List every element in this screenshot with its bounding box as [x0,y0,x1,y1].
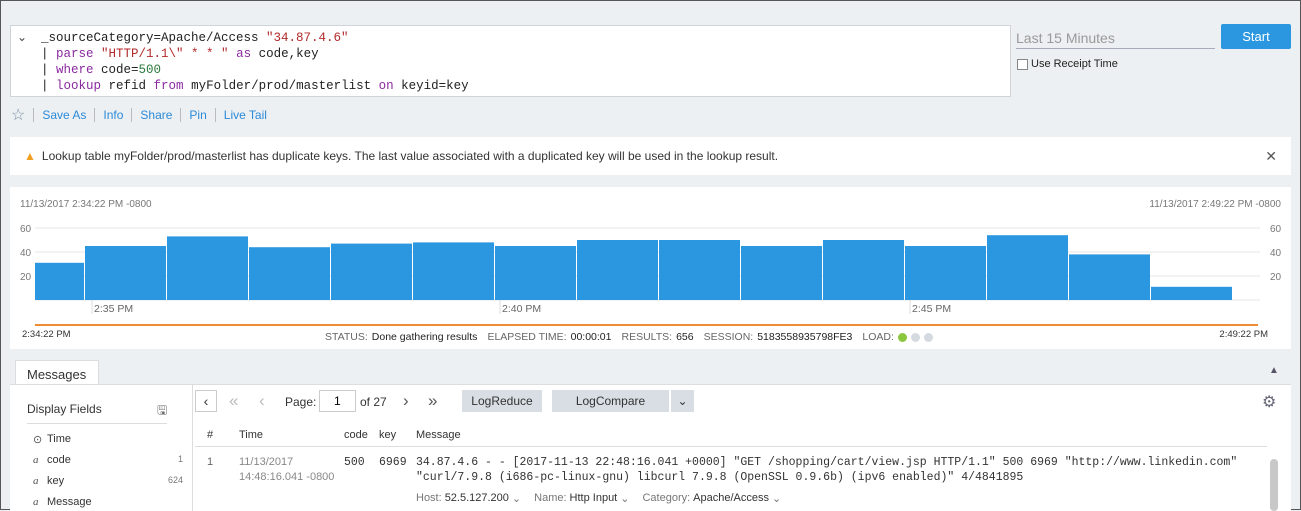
chart-end-label: 11/13/2017 2:49:22 PM -0800 [1149,199,1281,210]
warning-icon: ▲ [24,149,36,163]
query-token: | [41,47,57,61]
start-button[interactable]: Start [1221,24,1291,49]
action-bar: ☆ Save As Info Share Pin Live Tail [11,105,267,125]
histogram-bar [85,246,166,300]
table-header: # Time code key Message [195,429,1267,447]
page-label: Page: [285,395,317,409]
first-page-icon[interactable]: « [229,391,239,410]
query-token: parse [56,47,102,61]
query-token: _sourceCategory=Apache/Access [41,31,267,45]
histogram-bar [1151,286,1232,300]
load-dot [910,332,920,342]
load-dot [897,332,907,342]
chevron-down-icon: ⌄ [511,493,522,505]
chevron-down-icon: ⌄ [620,493,630,505]
logcompare-dropdown-icon[interactable]: ⌄ [671,390,694,412]
y-tick-label: 40 [20,248,32,259]
query-token: "34.87.4.6" [266,31,349,45]
display-fields-title: Display Fields [27,402,102,416]
collapse-up-icon[interactable]: ▲ [1269,365,1279,376]
histogram-bar [741,246,822,300]
histogram-panel: 11/13/2017 2:34:22 PM -0800 11/13/2017 2… [10,187,1291,349]
close-icon[interactable]: ✕ [1265,147,1277,164]
histogram-bar [167,236,248,300]
status-bar: STATUS: Done gathering results ELAPSED TI… [325,331,933,343]
query-token: where [56,63,102,77]
y-tick-label: 40 [1270,248,1282,259]
field-key[interactable]: a key 624 [33,475,183,487]
query-editor[interactable]: ⌄ _sourceCategory=Apache/Access "34.87.4… [10,25,1011,97]
page-input[interactable] [319,390,356,412]
tab-messages[interactable]: Messages [15,360,99,385]
table-row[interactable]: 1 11/13/2017 14:48:16.041 -0800 500 6969… [207,456,1238,505]
x-tick-label: 2:35 PM [94,303,133,315]
histogram-bar [577,240,658,300]
warning-text: Lookup table myFolder/prod/masterlist ha… [41,149,779,163]
range-end: 2:49:22 PM [1219,329,1268,340]
back-button[interactable]: ‹ [195,390,217,412]
share-link[interactable]: Share [140,108,173,122]
save-icon[interactable]: 🖫 [157,403,168,417]
histogram-bar [987,235,1068,300]
save-as-link[interactable]: Save As [42,108,87,122]
histogram-bar [1069,254,1150,300]
chart-start-label: 11/13/2017 2:34:22 PM -0800 [20,199,152,210]
last-page-icon[interactable]: » [428,391,438,410]
logreduce-button[interactable]: LogReduce [462,390,542,412]
next-page-icon[interactable]: › [403,391,409,410]
live-tail-link[interactable]: Live Tail [223,108,267,122]
field-code[interactable]: a code 1 [33,454,183,466]
checkbox[interactable] [1017,58,1028,70]
logcompare-button[interactable]: LogCompare [552,390,669,412]
query-token: | [41,79,57,93]
query-token: 500 [138,63,162,77]
field-time[interactable]: ⊙ Time [33,433,72,446]
warning-banner: ▲ Lookup table myFolder/prod/masterlist … [10,137,1291,175]
query-token: from [153,79,192,93]
x-tick-label: 2:40 PM [502,303,541,315]
scrollbar[interactable] [1270,459,1278,511]
pin-link[interactable]: Pin [189,108,207,122]
query-text[interactable]: _sourceCategory=Apache/Access "34.87.4.6… [41,30,469,94]
histogram[interactable]: 60 60 40 40 20 20 2:35 PM 2:40 PM 2:45 PM [10,187,1291,349]
histogram-bar [495,246,576,300]
range-start: 2:34:22 PM [22,329,71,340]
y-tick-label: 20 [1270,272,1282,283]
histogram-bar [331,243,412,300]
field-message[interactable]: a Message [33,496,92,508]
star-icon[interactable]: ☆ [11,107,26,124]
query-token: on [378,79,402,93]
query-token: code= [101,63,139,77]
histogram-bar [905,246,986,300]
y-tick-label: 20 [20,272,32,283]
query-token: code,key [258,47,319,61]
time-range-slider[interactable] [35,324,1258,326]
chevron-down-icon: ⌄ [772,493,782,505]
x-tick-label: 2:45 PM [912,303,951,315]
histogram-bar [659,240,740,300]
query-token: myFolder/prod/masterlist [191,79,379,93]
query-token: "HTTP/1.1\" * * " [101,47,237,61]
time-range-input[interactable]: Last 15 Minutes [1016,27,1215,49]
load-dot [923,332,933,342]
y-tick-label: 60 [20,224,32,235]
gear-icon[interactable]: ⚙ [1262,394,1277,411]
histogram-bar [35,262,84,300]
use-receipt-label: Use Receipt Time [1031,58,1118,70]
query-token: as [236,47,259,61]
prev-page-icon[interactable]: ‹ [259,391,265,410]
page-count: of 27 [360,395,387,409]
histogram-bar [823,240,904,300]
histogram-bar [413,242,494,300]
query-token: refid [108,79,154,93]
histogram-bar [249,247,330,300]
query-token: lookup [56,79,109,93]
info-link[interactable]: Info [103,108,124,122]
collapse-chevron-icon[interactable]: ⌄ [17,30,28,44]
query-token: keyid=key [401,79,469,93]
query-token: | [41,63,57,77]
y-tick-label: 60 [1270,224,1282,235]
use-receipt-time[interactable]: Use Receipt Time [1017,58,1118,70]
